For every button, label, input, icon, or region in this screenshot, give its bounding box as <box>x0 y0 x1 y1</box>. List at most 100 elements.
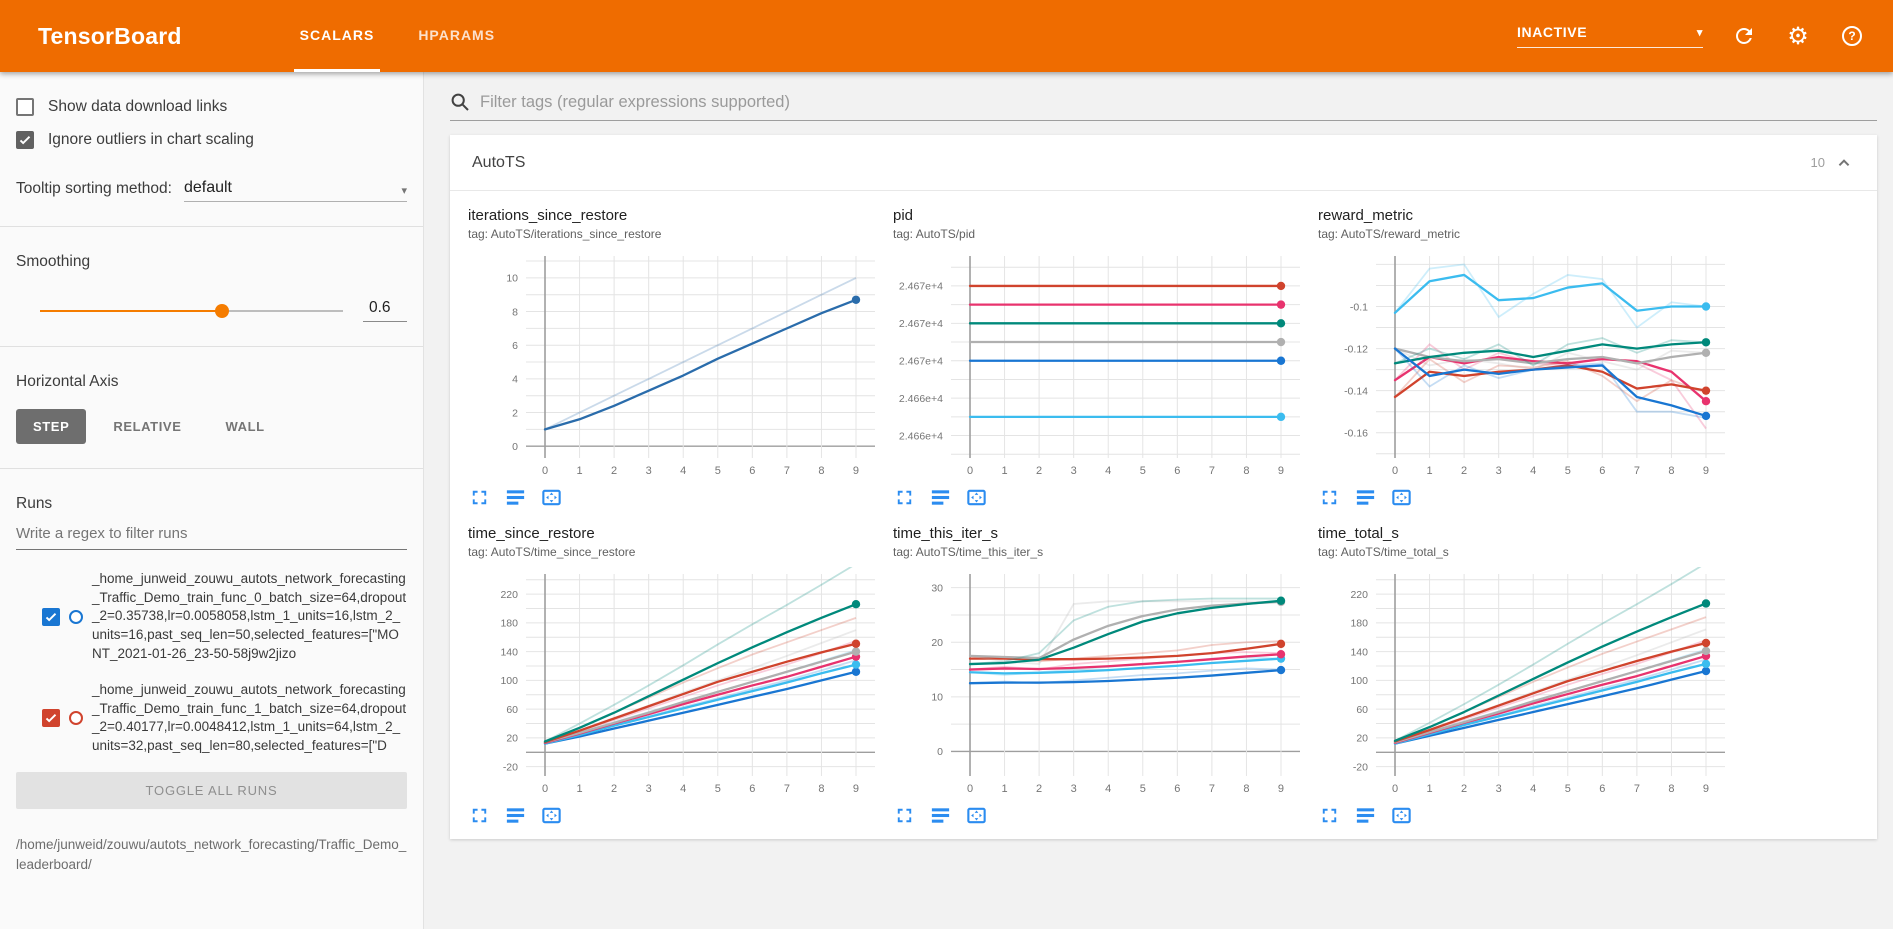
settings-gear-icon[interactable]: ⚙ <box>1787 22 1809 50</box>
run-checkbox[interactable] <box>42 709 60 728</box>
runs-label: Runs <box>16 495 53 512</box>
smoothing-label: Smoothing <box>16 253 91 270</box>
tooltip-sorting-dropdown[interactable]: default ▾ <box>183 179 407 202</box>
collapse-icon[interactable] <box>1833 152 1855 174</box>
log-scale-icon[interactable] <box>1354 486 1377 509</box>
chart-plot[interactable]: 0 2 4 6 8 10 0 1 2 3 4 5 6 7 8 9 <box>468 249 884 481</box>
ignore-outliers-row[interactable]: Ignore outliers in chart scaling <box>16 131 407 149</box>
show-download-links-checkbox[interactable] <box>16 98 34 116</box>
svg-text:2: 2 <box>1461 465 1467 477</box>
svg-text:8: 8 <box>512 306 518 318</box>
svg-text:0: 0 <box>512 441 518 453</box>
smoothing-slider[interactable] <box>40 303 343 318</box>
ignore-outliers-checkbox[interactable] <box>16 131 34 149</box>
svg-text:220: 220 <box>1350 589 1368 601</box>
axis-relative-button[interactable]: RELATIVE <box>113 419 182 434</box>
expand-chart-icon[interactable] <box>1318 804 1341 827</box>
chart-plot[interactable]: 2.466e+4 2.466e+4 2.467e+4 2.467e+4 2.467e+4… <box>893 249 1309 481</box>
run-list: _home_junweid_zouwu_autots_network_forec… <box>16 570 407 756</box>
smoothing-slider-thumb[interactable] <box>214 303 229 318</box>
svg-text:0: 0 <box>542 465 548 477</box>
svg-text:60: 60 <box>506 704 518 716</box>
svg-text:6: 6 <box>749 783 755 795</box>
svg-text:-0.16: -0.16 <box>1344 428 1368 440</box>
svg-text:9: 9 <box>1703 783 1709 795</box>
smoothing-value[interactable]: 0.6 <box>363 299 407 322</box>
log-scale-icon[interactable] <box>504 486 527 509</box>
svg-text:6: 6 <box>512 340 518 352</box>
svg-text:2: 2 <box>611 783 617 795</box>
expand-chart-icon[interactable] <box>893 486 916 509</box>
run-radio[interactable] <box>69 609 83 624</box>
filter-tags-input[interactable] <box>480 92 1877 112</box>
svg-text:7: 7 <box>784 783 790 795</box>
svg-text:5: 5 <box>1565 465 1571 477</box>
svg-text:8: 8 <box>1243 465 1249 477</box>
run-radio[interactable] <box>69 711 83 726</box>
chart-card: time_this_iter_s tag: AutoTS/time_this_i… <box>893 525 1309 827</box>
svg-text:2: 2 <box>512 407 518 419</box>
svg-text:7: 7 <box>1634 465 1640 477</box>
log-scale-icon[interactable] <box>504 804 527 827</box>
smoothing-section: Smoothing 0.6 <box>0 227 423 347</box>
horizontal-axis-section: Horizontal Axis STEP RELATIVE WALL <box>0 347 423 469</box>
help-icon[interactable]: ? <box>1839 23 1865 49</box>
expand-chart-icon[interactable] <box>468 804 491 827</box>
settings-sidebar: Show data download links Ignore outliers… <box>0 72 424 929</box>
svg-text:8: 8 <box>818 783 824 795</box>
log-scale-icon[interactable] <box>1354 804 1377 827</box>
fit-domain-icon[interactable] <box>1390 804 1413 827</box>
log-scale-icon[interactable] <box>929 486 952 509</box>
svg-text:8: 8 <box>1668 783 1674 795</box>
svg-text:3: 3 <box>1496 465 1502 477</box>
run-checkbox[interactable] <box>42 607 60 626</box>
tab-scalars[interactable]: SCALARS <box>293 0 381 72</box>
axis-step-button[interactable]: STEP <box>16 409 87 444</box>
fit-domain-icon[interactable] <box>965 804 988 827</box>
status-dropdown[interactable]: INACTIVE ▾ <box>1517 24 1703 48</box>
runs-filter-input[interactable] <box>16 513 407 550</box>
svg-text:2.467e+4: 2.467e+4 <box>899 356 943 368</box>
svg-text:2.466e+4: 2.466e+4 <box>899 393 943 405</box>
status-value: INACTIVE <box>1517 24 1588 40</box>
svg-text:2: 2 <box>1461 783 1467 795</box>
svg-text:20: 20 <box>1356 733 1368 745</box>
tag-group-header[interactable]: AutoTS 10 <box>450 135 1877 191</box>
svg-text:5: 5 <box>1140 465 1146 477</box>
tag-group-title: AutoTS <box>472 153 526 171</box>
axis-wall-button[interactable]: WALL <box>225 419 265 434</box>
chart-plot[interactable]: 0 10 20 30 0 1 2 3 4 5 6 7 8 9 <box>893 567 1309 799</box>
tab-hparams[interactable]: HPARAMS <box>418 26 496 43</box>
chart-title: time_this_iter_s <box>893 525 999 542</box>
chart-plot[interactable]: -20 20 60 100 140 180 220 0 1 2 3 4 5 6 7 8 9 <box>1318 567 1734 799</box>
svg-text:8: 8 <box>818 465 824 477</box>
svg-text:3: 3 <box>646 783 652 795</box>
run-item[interactable]: _home_junweid_zouwu_autots_network_forec… <box>42 681 407 756</box>
toggle-all-runs-button[interactable]: TOGGLE ALL RUNS <box>16 771 407 809</box>
svg-text:5: 5 <box>715 783 721 795</box>
svg-text:9: 9 <box>1278 783 1284 795</box>
log-scale-icon[interactable] <box>929 804 952 827</box>
chart-plot[interactable]: -20 20 60 100 140 180 220 0 1 2 3 4 5 6 7 8 9 <box>468 567 884 799</box>
refresh-icon[interactable] <box>1731 23 1757 49</box>
svg-text:5: 5 <box>1565 783 1571 795</box>
svg-text:1: 1 <box>1426 465 1432 477</box>
svg-text:4: 4 <box>1530 783 1536 795</box>
general-settings-section: Show data download links Ignore outliers… <box>0 72 423 227</box>
show-download-links-row[interactable]: Show data download links <box>16 98 407 116</box>
svg-text:-20: -20 <box>503 761 518 773</box>
svg-text:6: 6 <box>1174 783 1180 795</box>
svg-text:0: 0 <box>1392 465 1398 477</box>
expand-chart-icon[interactable] <box>1318 486 1341 509</box>
run-item[interactable]: _home_junweid_zouwu_autots_network_forec… <box>42 570 407 663</box>
fit-domain-icon[interactable] <box>1390 486 1413 509</box>
fit-domain-icon[interactable] <box>540 486 563 509</box>
svg-text:4: 4 <box>1105 783 1111 795</box>
fit-domain-icon[interactable] <box>540 804 563 827</box>
chart-plot[interactable]: -0.16 -0.14 -0.12 -0.1 0 1 2 3 4 5 6 7 8 9 <box>1318 249 1734 481</box>
fit-domain-icon[interactable] <box>965 486 988 509</box>
expand-chart-icon[interactable] <box>893 804 916 827</box>
expand-chart-icon[interactable] <box>468 486 491 509</box>
svg-text:4: 4 <box>512 374 518 386</box>
svg-text:140: 140 <box>1350 646 1368 658</box>
